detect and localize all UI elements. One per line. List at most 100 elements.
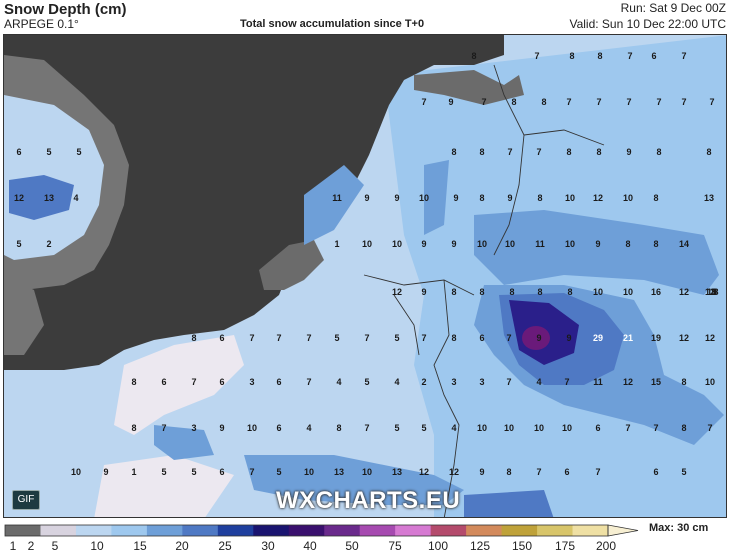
value-label: 9	[451, 239, 456, 249]
value-label: 5	[364, 377, 369, 387]
value-label: 8	[131, 423, 136, 433]
scale-swatch	[324, 525, 361, 536]
uk-south-band	[4, 275, 44, 355]
value-label: 4	[73, 193, 78, 203]
snow-patch-alps	[464, 490, 554, 517]
snow-band-central	[474, 210, 719, 295]
scale-swatch	[5, 525, 41, 536]
scale-tick-label: 5	[51, 539, 59, 553]
value-label: 5	[334, 333, 339, 343]
value-label: 7	[626, 97, 631, 107]
scale-tick-label: 1	[9, 539, 17, 553]
value-label: 10	[392, 239, 402, 249]
value-label: 8	[713, 287, 718, 297]
value-label: 6	[219, 467, 224, 477]
value-label: 9	[448, 97, 453, 107]
value-label: 7	[364, 423, 369, 433]
value-label: 8	[681, 377, 686, 387]
value-label: 7	[681, 51, 686, 61]
value-label: 9	[507, 193, 512, 203]
color-scale	[0, 520, 732, 560]
value-label: 8	[569, 51, 574, 61]
value-label: 3	[479, 377, 484, 387]
value-label: 5	[394, 333, 399, 343]
value-label: 5	[76, 147, 81, 157]
value-label: 10	[565, 193, 575, 203]
value-label: 7	[306, 377, 311, 387]
scale-swatch	[395, 525, 432, 536]
uk-snow-band	[9, 175, 74, 220]
value-label: 12	[623, 377, 633, 387]
value-label: 1	[334, 239, 339, 249]
value-label: 6	[4, 35, 7, 37]
value-label: 8	[537, 287, 542, 297]
uk-snow	[4, 95, 104, 260]
value-label: 8	[509, 287, 514, 297]
value-label: 8	[656, 147, 661, 157]
value-label: 5	[16, 239, 21, 249]
value-label: 8	[479, 193, 484, 203]
scale-swatch	[75, 525, 112, 536]
value-label: 10	[504, 423, 514, 433]
country-borders	[363, 64, 605, 517]
scale-tick-label: 125	[469, 539, 491, 553]
value-label: 7	[276, 333, 281, 343]
value-label: 8	[653, 193, 658, 203]
scale-tick-label: 75	[388, 539, 402, 553]
scale-tick-label: 15	[133, 539, 147, 553]
value-label: 7	[534, 51, 539, 61]
value-label: 11	[332, 193, 342, 203]
max-label: Max: 30 cm	[649, 522, 709, 534]
scale-swatch	[40, 525, 77, 536]
value-label: 7	[306, 333, 311, 343]
value-label: 6	[219, 377, 224, 387]
value-label: 8	[567, 287, 572, 297]
bare-area-south	[94, 455, 234, 517]
value-label: 10	[247, 423, 257, 433]
value-label: 4	[336, 377, 341, 387]
value-label: 16	[651, 287, 661, 297]
map-subtitle: Total snow accumulation since T+0	[240, 18, 425, 30]
scale-tick-label: 50	[345, 539, 359, 553]
value-label: 6	[595, 423, 600, 433]
value-label: 12	[593, 193, 603, 203]
snow-depth-map[interactable]: 8 7 8 8 7 6 7 7 9 7 8 8 7 7 7 7 7 7 6 5 5 8 8 7 7 8 8 9 8 8 12 13 4 11 9 9 1…	[3, 34, 727, 518]
value-label: 6	[16, 147, 21, 157]
scale-swatch	[146, 525, 183, 536]
value-label: 9	[566, 333, 571, 343]
value-label: 9	[421, 239, 426, 249]
scale-swatch	[182, 525, 219, 536]
value-label: 12	[419, 467, 429, 477]
value-label: 6	[479, 333, 484, 343]
value-label: 3	[451, 377, 456, 387]
value-label: 7	[627, 51, 632, 61]
value-label: 6	[564, 467, 569, 477]
scale-tick-label: 100	[427, 539, 449, 553]
value-label: 4	[394, 377, 399, 387]
value-label: 8	[471, 51, 476, 61]
value-label: 8	[451, 287, 456, 297]
value-label: 8	[511, 97, 516, 107]
value-label: 9	[394, 193, 399, 203]
value-label: 2	[46, 239, 51, 249]
value-label: 13	[707, 287, 717, 297]
run-time: Run: Sat 9 Dec 00Z	[620, 1, 726, 15]
value-label: 7	[507, 147, 512, 157]
value-label: 8	[191, 333, 196, 343]
value-label: 12	[705, 287, 715, 297]
value-label: 5	[681, 467, 686, 477]
value-label: 13	[704, 193, 714, 203]
value-label: 7	[656, 97, 661, 107]
value-label: 5	[276, 467, 281, 477]
value-label: 10	[477, 239, 487, 249]
gif-button[interactable]: GIF	[12, 490, 40, 510]
value-label: 8	[537, 193, 542, 203]
value-label: 8	[541, 97, 546, 107]
value-label: 7	[161, 423, 166, 433]
value-label: 14	[679, 239, 689, 249]
value-label: 8	[131, 377, 136, 387]
scale-swatch	[430, 525, 467, 536]
model-label: ARPEGE 0.1°	[4, 17, 79, 31]
value-label: 29	[593, 333, 603, 343]
value-label: 8	[597, 51, 602, 61]
